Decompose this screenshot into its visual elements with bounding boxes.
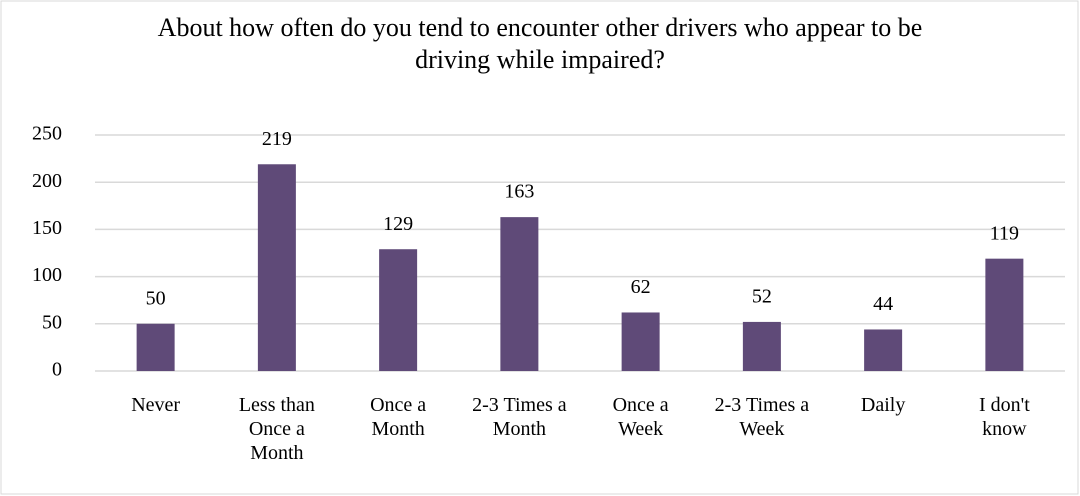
data-label: 219: [262, 128, 292, 150]
data-label: 44: [873, 293, 893, 315]
bar: [985, 258, 1024, 371]
x-tick-label: I don't know: [978, 394, 1030, 440]
data-label: 52: [752, 286, 772, 308]
data-label: 119: [990, 222, 1019, 244]
x-tick-label: 2-3 Times a Month: [472, 394, 567, 440]
y-tick-label: 150: [32, 217, 62, 239]
x-tick-label: 2-3 Times a Week: [714, 394, 810, 440]
x-tick-label: Daily: [860, 394, 906, 416]
y-tick-label: 0: [52, 359, 62, 381]
bar: [742, 321, 781, 371]
data-label: 50: [146, 287, 166, 309]
y-tick-label: 100: [32, 264, 62, 286]
y-tick-label: 50: [42, 311, 62, 333]
bar: [136, 323, 175, 371]
y-tick-label: 250: [32, 123, 62, 145]
bar: [621, 312, 660, 371]
data-label: 129: [383, 213, 413, 235]
data-label: 62: [631, 276, 651, 298]
chart-title: About how often do you tend to encounter…: [157, 13, 923, 74]
bar: [379, 249, 418, 371]
x-tick-label: Once a Month: [370, 394, 427, 440]
x-tick-label: Never: [131, 394, 181, 416]
y-tick-label: 200: [32, 170, 62, 192]
bar: [257, 164, 296, 371]
x-tick-label: Once a Week: [612, 394, 669, 440]
bar: [864, 329, 903, 371]
data-label: 163: [504, 181, 534, 203]
x-tick-label: Less than Once a Month: [238, 394, 315, 464]
bar: [500, 217, 539, 371]
